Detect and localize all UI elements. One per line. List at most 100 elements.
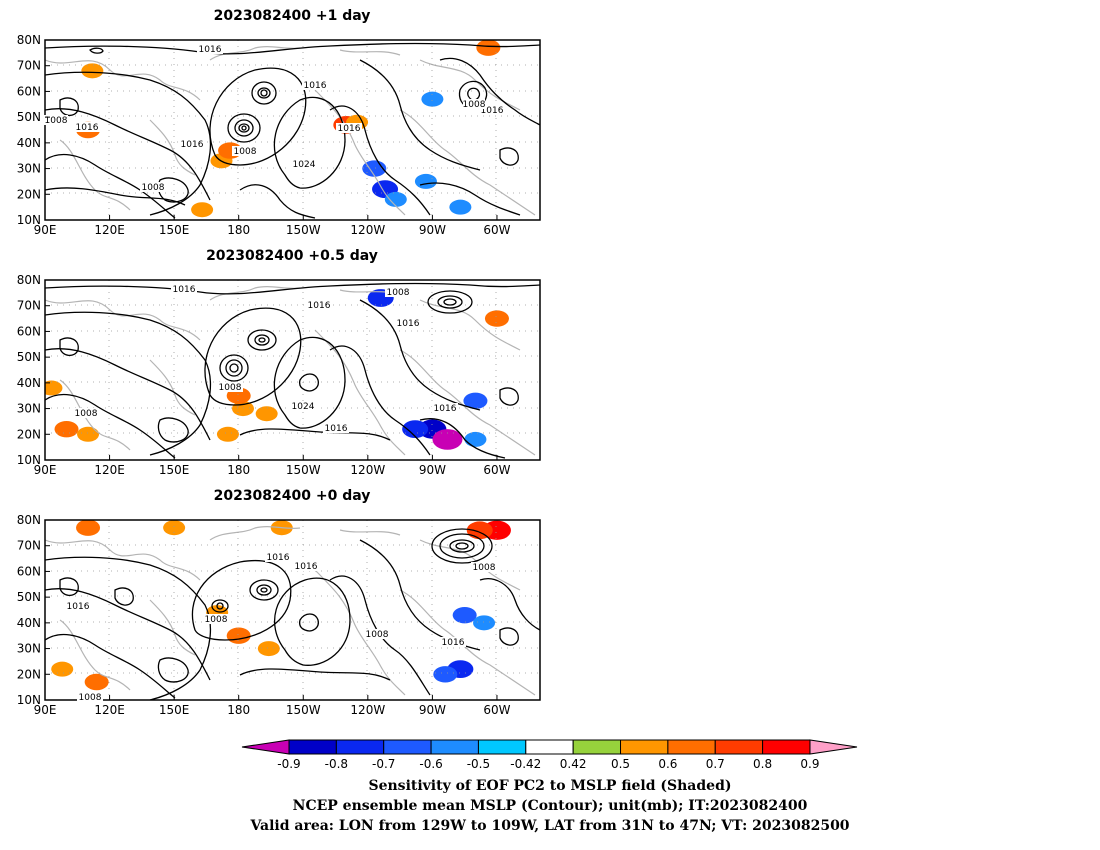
x-tick-label: 180 bbox=[227, 223, 250, 237]
contour-label: 1016 bbox=[199, 45, 222, 55]
sensitivity-shade bbox=[463, 392, 488, 410]
panel-title: 2023082400 +1 day bbox=[214, 8, 371, 24]
x-tick-label: 120W bbox=[350, 223, 385, 237]
contour-labels: 1016 1016 1016 1008 1008 1016 1008 1008 bbox=[65, 552, 497, 703]
mslp-contours bbox=[45, 528, 540, 700]
sensitivity-shade bbox=[452, 606, 477, 624]
contour-label: 1008 bbox=[142, 183, 165, 193]
contour-label: 1016 bbox=[308, 301, 331, 311]
colorbar-box bbox=[714, 739, 764, 755]
contour-label: 1016 bbox=[295, 562, 318, 572]
x-tick-label: 150E bbox=[159, 703, 190, 717]
contour-label: 1024 bbox=[292, 402, 315, 412]
sensitivity-shade bbox=[255, 406, 278, 422]
colorbar-label: -0.6 bbox=[419, 757, 442, 771]
y-tick-label: 70N bbox=[17, 539, 41, 553]
colorbar-label: 0.5 bbox=[611, 757, 630, 771]
x-tick-label: 120E bbox=[94, 223, 125, 237]
sensitivity-shade bbox=[191, 202, 214, 218]
y-tick-label: 20N bbox=[17, 667, 41, 681]
y-tick-label: 80N bbox=[17, 33, 41, 47]
map-panel-plus-0-day: 2023082400 +0 day bbox=[17, 488, 541, 717]
contour-label: 1008 bbox=[234, 147, 257, 157]
x-tick-label: 150E bbox=[159, 223, 190, 237]
y-tick-label: 20N bbox=[17, 187, 41, 201]
sensitivity-shade bbox=[384, 191, 407, 207]
sensitivity-shade bbox=[414, 173, 437, 189]
x-tick-label: 90E bbox=[34, 703, 57, 717]
colorbar-label: 0.6 bbox=[658, 757, 677, 771]
sensitivity-shade bbox=[81, 63, 104, 79]
colorbar-box bbox=[525, 739, 574, 755]
sensitivity-shade bbox=[466, 521, 493, 540]
sensitivity-shade bbox=[476, 40, 501, 56]
contour-labels: 1016 1016 1008 1016 1008 1024 1016 1016 … bbox=[73, 284, 458, 434]
sensitivity-shade bbox=[433, 666, 458, 683]
panel-frame bbox=[44, 279, 541, 461]
colorbar-box bbox=[667, 739, 716, 755]
x-tick-label: 90W bbox=[419, 463, 446, 477]
contour-label: 1016 bbox=[442, 638, 465, 648]
colorbar-box bbox=[430, 739, 479, 755]
y-axis-ticks: 10N 20N 30N 40N 50N 60N 70N 80N bbox=[17, 273, 50, 467]
y-tick-label: 60N bbox=[17, 84, 41, 98]
colorbar-box bbox=[335, 739, 385, 755]
y-tick-label: 80N bbox=[17, 273, 41, 287]
sensitivity-shade bbox=[84, 673, 109, 691]
y-tick-label: 40N bbox=[17, 376, 41, 390]
y-tick-label: 40N bbox=[17, 616, 41, 630]
contour-label: 1016 bbox=[173, 285, 196, 295]
colorbar-box bbox=[288, 739, 337, 755]
x-tick-label: 180 bbox=[227, 703, 250, 717]
x-tick-label: 120E bbox=[94, 703, 125, 717]
contour-label: 1016 bbox=[76, 123, 99, 133]
contour-label: 1008 bbox=[366, 630, 389, 640]
sensitivity-shade bbox=[54, 420, 79, 438]
y-tick-label: 30N bbox=[17, 402, 41, 416]
x-tick-label: 180 bbox=[227, 463, 250, 477]
x-tick-label: 90W bbox=[419, 223, 446, 237]
grid-lines bbox=[45, 280, 540, 460]
x-axis-ticks: 90E 120E 150E 180 150W 120W 90W 60W bbox=[34, 215, 511, 237]
colorbar: -0.9 -0.8 -0.7 -0.6 -0.5 -0.42 0.42 0.5 0.6 0.7 0.… bbox=[241, 739, 858, 771]
caption-line-3: Valid area: LON from 129W to 109W, LAT f… bbox=[249, 818, 849, 834]
contour-label: 1008 bbox=[473, 563, 496, 573]
map-panel-plus-1-day: 2023082400 +1 day bbox=[17, 8, 541, 237]
sensitivity-shade bbox=[402, 420, 429, 439]
x-tick-label: 150W bbox=[286, 223, 321, 237]
colorbar-label: 0.9 bbox=[800, 757, 819, 771]
caption-line-1: Sensitivity of EOF PC2 to MSLP field (Sh… bbox=[368, 778, 731, 794]
contour-label: 1016 bbox=[481, 106, 504, 116]
contour-label: 1016 bbox=[338, 124, 361, 134]
panel-title: 2023082400 +0 day bbox=[214, 488, 371, 504]
colorbar-label: 0.7 bbox=[706, 757, 725, 771]
x-tick-label: 90E bbox=[34, 223, 57, 237]
contour-label: 1024 bbox=[293, 160, 316, 170]
sensitivity-shade bbox=[77, 426, 100, 442]
y-tick-label: 30N bbox=[17, 162, 41, 176]
y-tick-label: 70N bbox=[17, 299, 41, 313]
y-tick-label: 70N bbox=[17, 59, 41, 73]
y-tick-label: 20N bbox=[17, 427, 41, 441]
caption-line-2: NCEP ensemble mean MSLP (Contour); unit(… bbox=[293, 798, 808, 814]
colorbar-high-end-triangle bbox=[809, 739, 858, 755]
x-tick-label: 60W bbox=[483, 463, 510, 477]
mslp-contours bbox=[45, 282, 540, 459]
sensitivity-shade bbox=[76, 520, 101, 536]
colorbar-box bbox=[383, 739, 432, 755]
sensitivity-shade bbox=[51, 661, 74, 677]
contour-label: 1016 bbox=[325, 424, 348, 434]
contour-label: 1008 bbox=[75, 409, 98, 419]
contour-label: 1008 bbox=[205, 615, 228, 625]
grid-lines bbox=[45, 40, 540, 220]
grid-lines bbox=[45, 520, 540, 700]
y-tick-label: 30N bbox=[17, 642, 41, 656]
colorbar-label: 0.8 bbox=[753, 757, 772, 771]
x-tick-label: 150W bbox=[286, 463, 321, 477]
colorbar-box bbox=[620, 739, 669, 755]
colorbar-label: -0.42 bbox=[510, 757, 541, 771]
sensitivity-shade bbox=[464, 431, 487, 447]
y-axis-ticks: 10N 20N 30N 40N 50N 60N 70N 80N bbox=[17, 513, 50, 707]
colorbar-box bbox=[762, 739, 811, 755]
